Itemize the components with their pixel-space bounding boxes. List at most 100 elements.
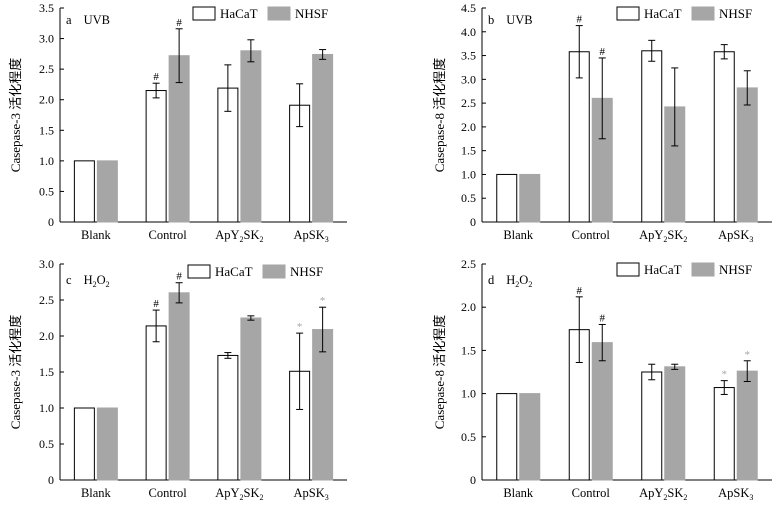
- y-tick-label: 3.5: [39, 1, 54, 15]
- legend-label-hacat: HaCaT: [220, 6, 258, 21]
- significance-mark-star: *: [722, 369, 728, 381]
- category-label-main: ApY: [639, 486, 663, 500]
- legend-label-nhsf: NHSF: [719, 262, 752, 277]
- category-label-sub: 2: [683, 235, 687, 244]
- panel-condition-tail: O: [97, 273, 106, 287]
- y-tick-label: 0: [48, 473, 54, 487]
- legend-swatch-nhsf: [267, 6, 291, 21]
- significance-mark-hash: #: [600, 312, 606, 324]
- significance-mark-star: *: [745, 349, 751, 361]
- category-label-main: ApSK: [293, 228, 324, 242]
- y-tick-label: 2.5: [39, 293, 54, 307]
- bar-hacat-apy: [641, 371, 663, 481]
- category-label-sub: 2: [683, 493, 687, 502]
- legend: HaCaT NHSF: [616, 262, 752, 277]
- bar-nhsf-apsk: [736, 87, 758, 223]
- category-label: Control: [149, 228, 188, 242]
- y-tick-label: 1.0: [461, 167, 476, 181]
- significance-mark-hash: #: [153, 71, 159, 83]
- bar-hacat-apy: [217, 354, 239, 481]
- category-label-main: Control: [572, 228, 611, 242]
- legend-label-hacat: HaCaT: [644, 6, 682, 21]
- legend-swatch-nhsf: [691, 262, 715, 277]
- panel-condition: UVB: [84, 13, 110, 27]
- bar-nhsf-control: [168, 292, 190, 481]
- y-tick-label: 4.0: [461, 25, 476, 39]
- bar-hacat-blank: [496, 393, 518, 481]
- category-label: ApY2SK2: [215, 228, 263, 244]
- y-tick-label: 1.5: [461, 144, 476, 158]
- category-label-tail: SK: [667, 486, 683, 500]
- category-label-main: ApSK: [718, 228, 749, 242]
- bar-nhsf-control: [591, 342, 613, 481]
- y-tick-label: 2.0: [461, 300, 476, 314]
- y-tick-label: 2.5: [461, 96, 476, 110]
- panel-condition-sub: 2: [93, 280, 97, 289]
- y-tick-label: 2.0: [39, 329, 54, 343]
- panel-letter: c: [66, 273, 72, 287]
- y-tick-label: 0: [48, 215, 54, 229]
- category-label-sub: 3: [325, 493, 329, 502]
- y-tick-label: 3.5: [461, 49, 476, 63]
- y-tick-label: 3.0: [39, 257, 54, 271]
- y-tick-label: 4.5: [461, 1, 476, 15]
- legend-swatch-hacat: [616, 262, 640, 277]
- y-tick-label: 1.0: [461, 387, 476, 401]
- panel-letter: a: [66, 13, 72, 27]
- significance-mark-star: *: [320, 295, 326, 307]
- panel-label: a UVB: [66, 13, 110, 27]
- category-label: Blank: [503, 228, 534, 242]
- y-tick-label: 2.5: [39, 62, 54, 76]
- legend-swatch-hacat: [187, 264, 211, 279]
- bar-nhsf-apsk: [312, 53, 334, 223]
- y-tick-label: 1.5: [39, 365, 54, 379]
- category-label-sub: 2: [663, 493, 667, 502]
- category-label-main: Control: [572, 486, 611, 500]
- significance-mark-hash: #: [176, 271, 182, 283]
- bar-hacat-apsk: [713, 387, 735, 481]
- bar-hacat-blank: [73, 160, 95, 223]
- bar-hacat-control: [145, 90, 167, 223]
- panel-label: d H2O2: [488, 273, 532, 289]
- y-tick-label: 2.5: [461, 257, 476, 271]
- bar-nhsf-apy: [240, 50, 262, 223]
- category-label-sub: 3: [749, 235, 753, 244]
- chart-panel-a: 0 0.5 1.0 1.5 2.0 2.5 3.0 3.5 Casepase-3 活化程度 a UV…: [8, 1, 347, 244]
- panel-label: b UVB: [488, 13, 533, 27]
- category-label: ApSK3: [718, 228, 753, 244]
- panel-condition-sub: 2: [515, 280, 519, 289]
- category-label-main: Blank: [503, 228, 534, 242]
- y-tick-label: 3.0: [39, 32, 54, 46]
- category-label-main: Blank: [503, 486, 534, 500]
- category-label: ApY2SK2: [215, 486, 263, 502]
- category-label-main: Blank: [81, 228, 112, 242]
- bar-hacat-apsk: [713, 51, 735, 223]
- significance-mark-hash: #: [577, 14, 583, 26]
- category-label-sub: 2: [240, 493, 244, 502]
- category-label: Control: [149, 486, 188, 500]
- panel-condition-sub: 2: [106, 280, 110, 289]
- panel-label: c H2O2: [66, 273, 110, 289]
- y-tick-label: 0.5: [461, 430, 476, 444]
- category-label-main: Control: [149, 228, 188, 242]
- category-label-sub: 2: [260, 235, 264, 244]
- category-label-main: ApY: [215, 228, 239, 242]
- category-label-tail: SK: [667, 228, 683, 242]
- legend-swatch-hacat: [192, 6, 216, 21]
- bar-hacat-apy: [641, 50, 663, 223]
- y-tick-label: 0: [470, 473, 476, 487]
- category-label-sub: 2: [240, 235, 244, 244]
- category-label-main: Blank: [81, 486, 112, 500]
- bar-hacat-blank: [496, 173, 518, 223]
- significance-mark-hash: #: [600, 46, 606, 58]
- significance-mark-hash: #: [577, 285, 583, 297]
- panel-condition: H: [506, 273, 515, 287]
- category-label-sub: 3: [749, 493, 753, 502]
- category-label-main: Control: [149, 486, 188, 500]
- category-label-main: ApSK: [293, 486, 324, 500]
- category-label: ApSK3: [718, 486, 753, 502]
- bar-nhsf-blank: [519, 173, 541, 223]
- category-label-tail: SK: [244, 486, 260, 500]
- y-tick-label: 0.5: [39, 437, 54, 451]
